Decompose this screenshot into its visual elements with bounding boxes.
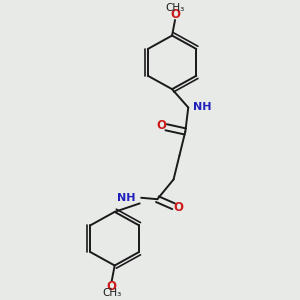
Text: CH₃: CH₃	[165, 3, 185, 13]
Text: O: O	[174, 201, 184, 214]
Text: NH: NH	[117, 193, 136, 203]
Text: O: O	[156, 119, 166, 132]
Text: CH₃: CH₃	[102, 288, 121, 298]
Text: O: O	[107, 280, 117, 292]
Text: NH: NH	[193, 103, 211, 112]
Text: O: O	[170, 8, 180, 22]
